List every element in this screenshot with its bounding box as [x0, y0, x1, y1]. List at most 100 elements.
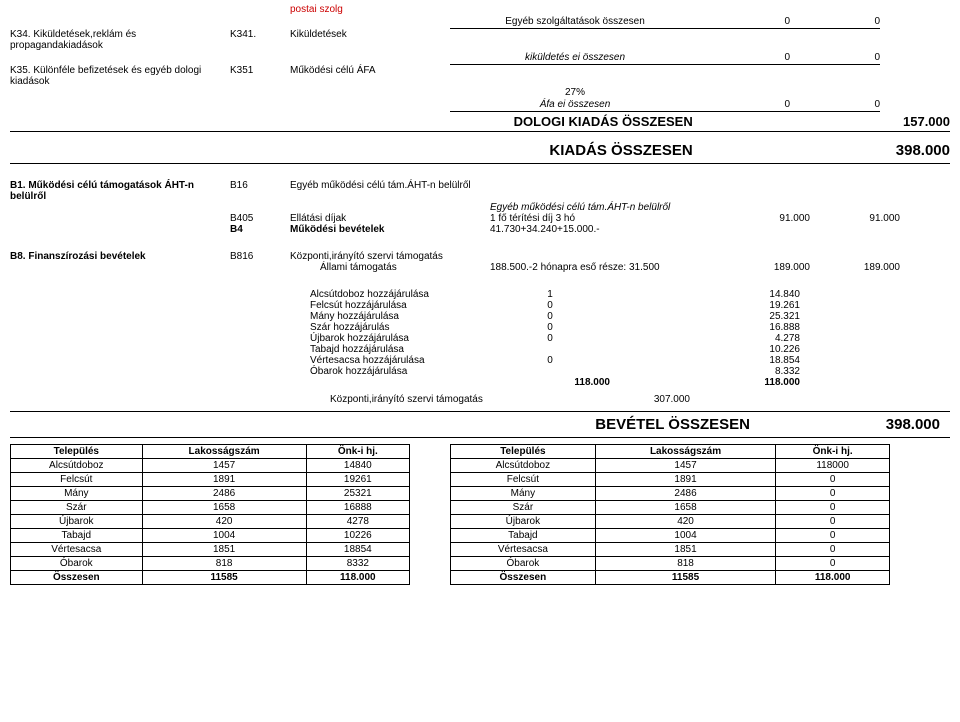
table-cell: 0	[776, 529, 890, 543]
table-cell: 118.000	[306, 571, 409, 585]
table-cell: Tabajd	[11, 529, 143, 543]
table-cell: Újbarok	[11, 515, 143, 529]
table-cell: 1004	[595, 529, 776, 543]
contrib-lbl: Alcsútdoboz hozzájárulása	[310, 289, 490, 300]
table-cell: 2486	[142, 487, 306, 501]
table-cell: Felcsút	[451, 473, 596, 487]
contrib-v1: 0	[490, 355, 610, 366]
contrib-v1: 0	[490, 300, 610, 311]
k351-code: K351	[230, 65, 290, 76]
table-cell: 0	[776, 543, 890, 557]
egyeb-szolg-v2: 0	[790, 15, 880, 29]
table-cell: 1004	[142, 529, 306, 543]
contrib-v2: 25.321	[610, 311, 800, 322]
t1-h2: Lakosságszám	[142, 445, 306, 459]
table-cell: 1457	[595, 459, 776, 473]
table-cell: 1457	[142, 459, 306, 473]
table-cell: 420	[142, 515, 306, 529]
pct-27: 27%	[450, 87, 700, 98]
b16-desc: Egyéb működési célú tám.ÁHT-n belülről	[290, 180, 490, 191]
table-cell: 818	[142, 557, 306, 571]
table-right: Település Lakosságszám Önk-i hj. Alcsútd…	[450, 444, 890, 585]
contrib-v1	[490, 344, 610, 355]
table-cell: 1891	[595, 473, 776, 487]
contrib-lbl: Tabajd hozzájárulása	[310, 344, 490, 355]
table-cell: Vértesacsa	[11, 543, 143, 557]
table-cell: 14840	[306, 459, 409, 473]
table-cell: Mány	[11, 487, 143, 501]
table-cell: Vértesacsa	[451, 543, 596, 557]
contrib-v2: 4.278	[610, 333, 800, 344]
table-cell: 11585	[142, 571, 306, 585]
b16-code: B16	[230, 180, 290, 191]
dologi-label: DOLOGI KIADÁS ÖSSZESEN	[445, 114, 692, 129]
afa-label: Áfa ei összesen	[450, 98, 700, 112]
table-cell: 0	[776, 501, 890, 515]
k341-code: K341.	[230, 29, 290, 40]
table-cell: 420	[595, 515, 776, 529]
table-cell: 11585	[595, 571, 776, 585]
table-cell: 19261	[306, 473, 409, 487]
table-cell: Összesen	[11, 571, 143, 585]
b405-note: 1 fő térítési díj 3 hó	[490, 213, 720, 224]
b4-note: 41.730+34.240+15.000.-	[490, 224, 720, 235]
table-cell: Összesen	[451, 571, 596, 585]
t1-h3: Önk-i hj.	[306, 445, 409, 459]
kiadas-label: KIADÁS ÖSSZESEN	[445, 142, 692, 159]
bevetel-lbl: BEVÉTEL ÖSSZESEN	[450, 416, 750, 433]
allami-v1: 189.000	[720, 262, 810, 273]
table-cell: 818	[595, 557, 776, 571]
contrib-lbl: Szár hozzájárulás	[310, 322, 490, 333]
table-cell: 0	[776, 515, 890, 529]
contrib-v1: 1	[490, 289, 610, 300]
t1-h1: Település	[11, 445, 143, 459]
table-cell: Alcsútdoboz	[11, 459, 143, 473]
kikuldetes-v2: 0	[790, 51, 880, 65]
table-cell: 0	[776, 487, 890, 501]
table-cell: 10226	[306, 529, 409, 543]
contrib-v2: 8.332	[610, 366, 800, 377]
allami-note: 188.500.-2 hónapra eső része: 31.500	[490, 262, 720, 273]
contrib-v2: 16.888	[610, 322, 800, 333]
b816-desc: Központi,irányító szervi támogatás	[290, 251, 490, 262]
afa-v1: 0	[700, 98, 790, 112]
b8-title: B8. Finanszírozási bevételek	[10, 251, 230, 262]
t2-h3: Önk-i hj.	[776, 445, 890, 459]
table-cell: 2486	[595, 487, 776, 501]
contrib-v1: 0	[490, 322, 610, 333]
table-cell: Óbarok	[451, 557, 596, 571]
table-cell: 1891	[142, 473, 306, 487]
b405-v2: 91.000	[810, 213, 900, 224]
kikuldetes-v1: 0	[700, 51, 790, 65]
kozponti-val: 307.000	[590, 394, 690, 405]
table-cell: 25321	[306, 487, 409, 501]
bevetel-total: 398.000	[750, 416, 950, 433]
contrib-lbl: Óbarok hozzájárulása	[310, 366, 490, 377]
contrib-v2: 14.840	[610, 289, 800, 300]
kikuldetes-label: kiküldetés ei összesen	[450, 51, 700, 65]
table-cell: Mány	[451, 487, 596, 501]
table-cell: 0	[776, 473, 890, 487]
egyeb-szolg-label: Egyéb szolgáltatások összesen	[450, 15, 700, 29]
contrib-v2: 19.261	[610, 300, 800, 311]
table-cell: Alcsútdoboz	[451, 459, 596, 473]
allami-lbl: Állami támogatás	[290, 262, 490, 273]
table-cell: Felcsút	[11, 473, 143, 487]
b405-v1: 91.000	[720, 213, 810, 224]
kozponti-lbl: Központi,irányító szervi támogatás	[330, 394, 590, 405]
contrib-v2: 10.226	[610, 344, 800, 355]
kiadas-total: 398.000	[871, 142, 950, 159]
contrib-v1: 0	[490, 333, 610, 344]
b1-title: B1. Működési célú támogatások ÁHT-n belü…	[10, 180, 230, 202]
table-cell: Szár	[451, 501, 596, 515]
dologi-total: 157.000	[871, 114, 950, 129]
egyeb-szolg-v1: 0	[700, 15, 790, 29]
table-cell: 18854	[306, 543, 409, 557]
k35-label: K35. Különféle befizetések és egyéb dolo…	[10, 65, 230, 87]
contrib-v2: 18.854	[610, 355, 800, 366]
contrib-v1: 0	[490, 311, 610, 322]
table-cell: 0	[776, 557, 890, 571]
allami-v2: 189.000	[810, 262, 900, 273]
b4-code: B4	[230, 224, 290, 235]
contrib-lbl: Újbarok hozzájárulása	[310, 333, 490, 344]
